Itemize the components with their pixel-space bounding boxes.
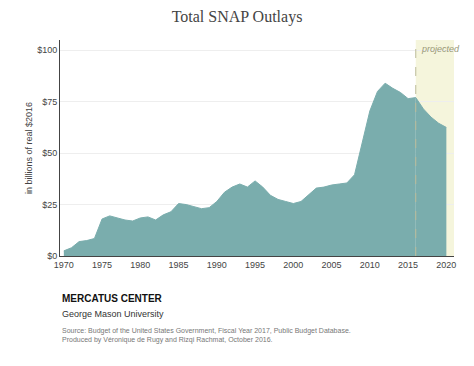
svg-text:$75: $75 [42, 97, 57, 107]
svg-text:1980: 1980 [130, 260, 150, 270]
svg-text:George Mason University: George Mason University [62, 309, 164, 319]
svg-text:Source: Budget of the United S: Source: Budget of the United States Gove… [62, 327, 351, 344]
svg-text:2020: 2020 [436, 260, 456, 270]
svg-text:2010: 2010 [360, 260, 380, 270]
svg-text:1975: 1975 [92, 260, 112, 270]
svg-text:$100: $100 [37, 45, 57, 55]
svg-text:1990: 1990 [207, 260, 227, 270]
svg-text:2000: 2000 [283, 260, 303, 270]
svg-text:$50: $50 [42, 148, 57, 158]
svg-text:1995: 1995 [245, 260, 265, 270]
svg-text:$0: $0 [47, 251, 57, 261]
svg-text:in billions of real $2016: in billions of real $2016 [24, 102, 34, 194]
svg-text:MERCATUS CENTER: MERCATUS CENTER [62, 293, 163, 304]
svg-text:2015: 2015 [398, 260, 418, 270]
svg-text:1970: 1970 [54, 260, 74, 270]
svg-text:projected: projected [421, 44, 460, 54]
svg-text:$25: $25 [42, 200, 57, 210]
svg-text:1985: 1985 [169, 260, 189, 270]
svg-text:2005: 2005 [322, 260, 342, 270]
svg-text:Total SNAP Outlays: Total SNAP Outlays [172, 8, 303, 26]
